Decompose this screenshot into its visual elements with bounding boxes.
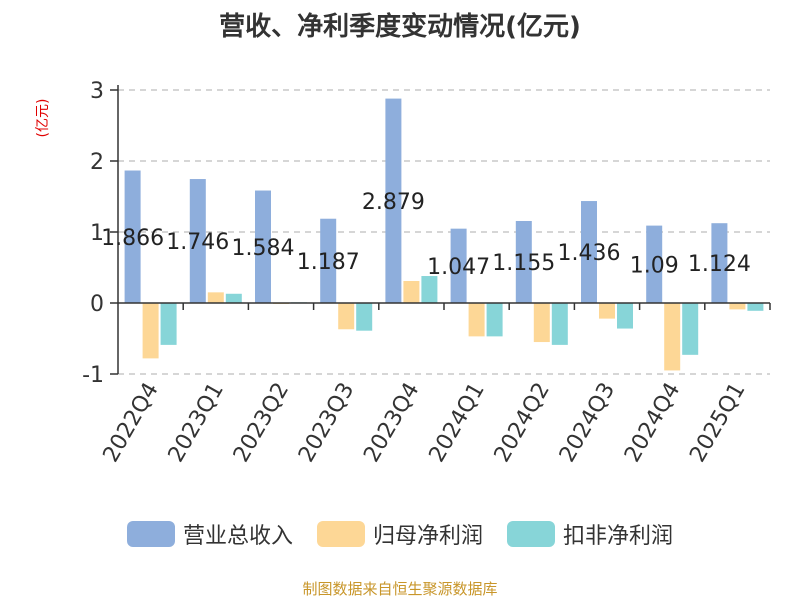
x-tick-label: 2024Q3 bbox=[555, 379, 620, 467]
bar-net-profit bbox=[533, 303, 550, 343]
bar-revenue bbox=[450, 228, 467, 303]
bar-revenue bbox=[385, 98, 402, 303]
y-tick-label: 2 bbox=[90, 150, 104, 175]
legend-swatch-net-profit bbox=[316, 521, 365, 547]
legend-label-revenue: 营业总收入 bbox=[182, 524, 293, 549]
x-tick-label: 2022Q4 bbox=[98, 379, 163, 467]
x-tick-label: 2023Q2 bbox=[229, 379, 294, 467]
data-label: 1.09 bbox=[630, 253, 679, 278]
data-label: 1.124 bbox=[688, 252, 751, 277]
legend-swatch-deducted-net-profit bbox=[507, 521, 555, 547]
legend-item-deducted-net-profit[interactable]: 扣非净利润 bbox=[507, 518, 673, 550]
bar-revenue bbox=[711, 223, 728, 303]
bar-deducted-net-profit bbox=[617, 303, 633, 329]
x-tick-label: 2024Q1 bbox=[424, 378, 489, 466]
bar-revenue bbox=[189, 179, 206, 303]
x-tick-label: 2023Q4 bbox=[359, 379, 424, 467]
legend-label-net-profit: 归母净利润 bbox=[372, 524, 483, 549]
data-label: 1.155 bbox=[492, 251, 555, 276]
bar-deducted-net-profit bbox=[747, 303, 764, 311]
bar-net-profit bbox=[403, 280, 420, 303]
x-tick-label: 2025Q1 bbox=[685, 379, 750, 467]
x-tick-label: 2023Q1 bbox=[164, 379, 229, 467]
bar-deducted-net-profit bbox=[682, 303, 699, 355]
bar-net-profit bbox=[142, 303, 159, 359]
legend-item-revenue[interactable]: 营业总收入 bbox=[126, 518, 293, 550]
bar-net-profit bbox=[599, 303, 615, 319]
data-label: 2.879 bbox=[362, 190, 425, 215]
legend-item-net-profit[interactable]: 归母净利润 bbox=[316, 518, 483, 550]
bar-revenue bbox=[646, 225, 663, 303]
y-tick-label: 1 bbox=[90, 221, 104, 246]
bar-net-profit bbox=[664, 303, 681, 371]
chart-title: 营收、净利季度变动情况(亿元) bbox=[219, 12, 581, 42]
bar-net-profit bbox=[729, 303, 746, 310]
data-label: 1.584 bbox=[232, 236, 295, 261]
x-tick-label: 2023Q3 bbox=[294, 379, 359, 467]
bar-revenue bbox=[320, 218, 337, 303]
legend-swatch-revenue bbox=[126, 521, 175, 547]
y-tick-label: -1 bbox=[82, 363, 104, 388]
data-source-note: 制图数据来自恒生聚源数据库 bbox=[302, 580, 498, 598]
x-tick-label: 2024Q4 bbox=[620, 379, 685, 467]
data-label: 1.047 bbox=[427, 255, 490, 280]
data-label: 1.187 bbox=[297, 250, 360, 275]
bar-deducted-net-profit bbox=[356, 303, 373, 331]
data-label: 1.866 bbox=[101, 226, 164, 251]
legend: 营业总收入 归母净利润 扣非净利润 bbox=[0, 516, 800, 552]
bar-revenue bbox=[255, 190, 271, 303]
y-tick-label: 0 bbox=[90, 292, 104, 317]
bar-deducted-net-profit bbox=[551, 303, 568, 345]
bar-net-profit bbox=[338, 303, 355, 330]
bar-deducted-net-profit bbox=[421, 276, 438, 303]
y-tick-label: 3 bbox=[90, 79, 104, 104]
bar-net-profit bbox=[207, 292, 224, 303]
bar-net-profit bbox=[468, 303, 485, 337]
x-tick-label: 2024Q2 bbox=[490, 379, 555, 467]
data-label: 1.436 bbox=[558, 241, 621, 266]
bar-deducted-net-profit bbox=[225, 293, 242, 303]
bar-deducted-net-profit bbox=[486, 303, 503, 337]
bar-revenue bbox=[124, 170, 141, 303]
bar-deducted-net-profit bbox=[160, 303, 177, 345]
bar-revenue bbox=[581, 201, 597, 303]
bar-revenue bbox=[515, 220, 532, 303]
legend-label-deducted-net-profit: 扣非净利润 bbox=[563, 524, 674, 549]
data-label: 1.746 bbox=[166, 230, 229, 255]
